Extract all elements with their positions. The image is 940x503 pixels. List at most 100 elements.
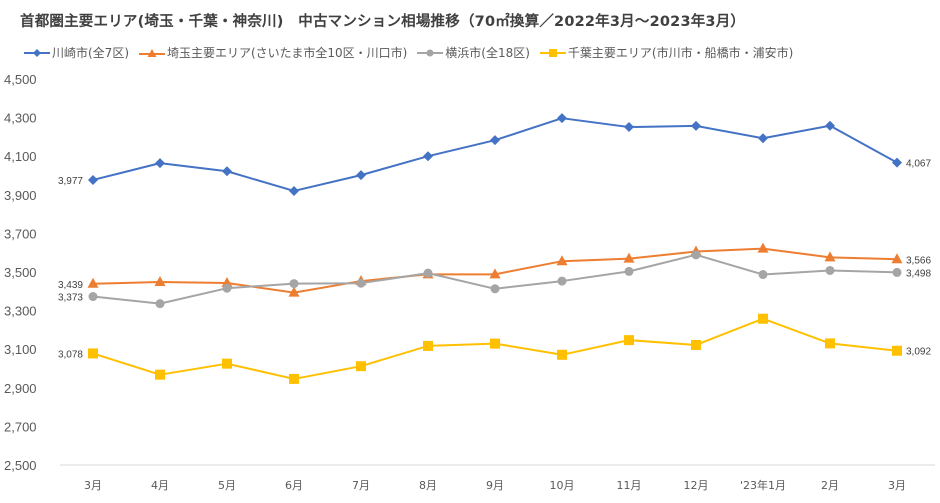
x-tick-label: 9月 [486,479,504,492]
plot-area: 3,977 4,067 3,439 3,566 3,373 3,498 3,078 3,092 [58,113,931,384]
data-point-marker [624,266,634,276]
legend-item-chiba: 千葉主要エリア(市川市・船橋市・浦安市) [539,44,794,61]
x-tick-label: 6月 [285,479,303,492]
data-point-marker [289,185,299,196]
series-kawasaki: 3,977 4,067 [58,113,931,196]
y-tick-label: 2,700 [4,419,37,434]
data-point-marker [623,252,635,263]
y-tick-label: 2,900 [4,381,37,396]
data-point-marker [88,174,98,185]
data-point-marker [423,340,433,351]
x-tick-label: 8月 [419,479,437,492]
data-label-end: 3,498 [906,268,931,279]
series-chiba: 3,078 3,092 [58,313,931,384]
legend-square-icon [539,48,566,57]
y-tick-label: 3,100 [4,342,37,357]
y-tick-label: 4,500 [4,72,37,87]
series-yokohama: 3,373 3,498 [58,250,931,309]
data-label-start: 3,439 [58,280,83,291]
chart-title: 首都圏主要エリア(埼玉・千葉・神奈川) 中古マンション相場推移（70㎡換算／20… [20,14,746,30]
x-tick-label: 11月 [617,479,642,492]
data-point-marker [155,158,165,169]
data-label-start: 3,977 [58,176,83,187]
data-point-marker [87,277,99,288]
x-tick-label: 3月 [888,479,906,492]
x-tick-label: 12月 [684,479,709,492]
x-axis: 3月 4月 5月 6月 7月 8月 9月 10月 11月 12月 '23年1月 2月 3月 [84,478,906,492]
y-tick-label: 4,100 [4,149,37,164]
data-label-end: 4,067 [906,159,931,170]
legend-label: 横浜市(全18区) [445,46,530,60]
x-tick-label: 5月 [218,479,236,492]
x-tick-label: 10月 [550,479,575,492]
y-tick-label: 2,500 [4,458,37,473]
data-point-marker [490,338,500,349]
y-tick-label: 3,700 [4,226,37,241]
data-point-marker [423,268,433,278]
data-point-marker [155,299,165,309]
data-point-marker [289,373,299,384]
x-tick-label: 3月 [84,479,102,492]
y-tick-label: 4,300 [4,111,37,126]
series-line [92,253,898,305]
y-tick-label: 3,900 [4,188,37,203]
data-point-marker [556,255,568,266]
x-tick-label: 7月 [352,479,370,492]
data-point-marker [557,113,567,124]
legend-item-kawasaki: 川崎市(全7区) [24,44,129,61]
data-point-marker [288,286,300,297]
data-label-end: 3,566 [906,255,931,266]
data-point-marker [222,283,232,293]
y-tick-label: 3,500 [4,265,37,280]
data-point-marker [825,120,835,131]
data-point-marker [557,276,567,286]
legend-label: 埼玉主要エリア(さいたま市全10区・川口市) [167,46,408,60]
data-point-marker [490,284,500,294]
data-point-marker [892,345,902,356]
data-point-marker [557,349,567,360]
series-line [92,117,898,192]
data-point-marker [222,166,232,177]
x-tick-label: '23年1月 [740,478,786,492]
series-line [92,317,898,380]
data-point-marker [757,242,769,253]
data-label-end: 3,092 [906,347,931,358]
data-point-marker [155,369,165,380]
data-point-marker [88,348,98,359]
legend-item-saitama: 埼玉主要エリア(さいたま市全10区・川口市) [139,44,407,61]
data-label-start: 3,373 [58,293,83,304]
data-point-marker [892,267,902,277]
y-axis: 2,500 2,700 2,900 3,100 3,300 3,500 3,700 3,900… [4,72,37,473]
data-point-marker [825,338,835,349]
data-point-marker [624,335,634,346]
y-tick-label: 3,300 [4,304,37,319]
data-point-marker [88,292,98,302]
x-tick-label: 4月 [151,479,169,492]
data-point-marker [691,339,701,350]
data-point-marker [624,122,634,133]
data-point-marker [490,135,500,146]
chart-legend: 川崎市(全7区) 埼玉主要エリア(さいたま市全10区・川口市) 横浜市(全18区… [24,44,803,61]
data-point-marker [691,120,701,131]
data-point-marker [356,278,366,288]
x-tick-label: 2月 [821,479,839,492]
data-point-marker [154,276,166,287]
data-point-marker [891,253,903,264]
data-point-marker [356,361,366,372]
data-point-marker [758,270,768,280]
data-point-marker [489,268,501,279]
data-point-marker [221,277,233,288]
data-point-marker [423,151,433,162]
data-point-marker [824,251,836,262]
data-label-start: 3,078 [58,349,83,360]
data-point-marker [758,133,768,144]
legend-circle-icon [417,49,444,56]
legend-diamond-icon [24,48,50,57]
data-point-marker [758,313,768,324]
legend-item-yokohama: 横浜市(全18区) [417,44,530,61]
legend-label: 千葉主要エリア(市川市・船橋市・浦安市) [567,46,794,60]
data-point-marker [691,250,701,260]
data-point-marker [356,170,366,181]
legend-label: 川崎市(全7区) [52,46,129,60]
